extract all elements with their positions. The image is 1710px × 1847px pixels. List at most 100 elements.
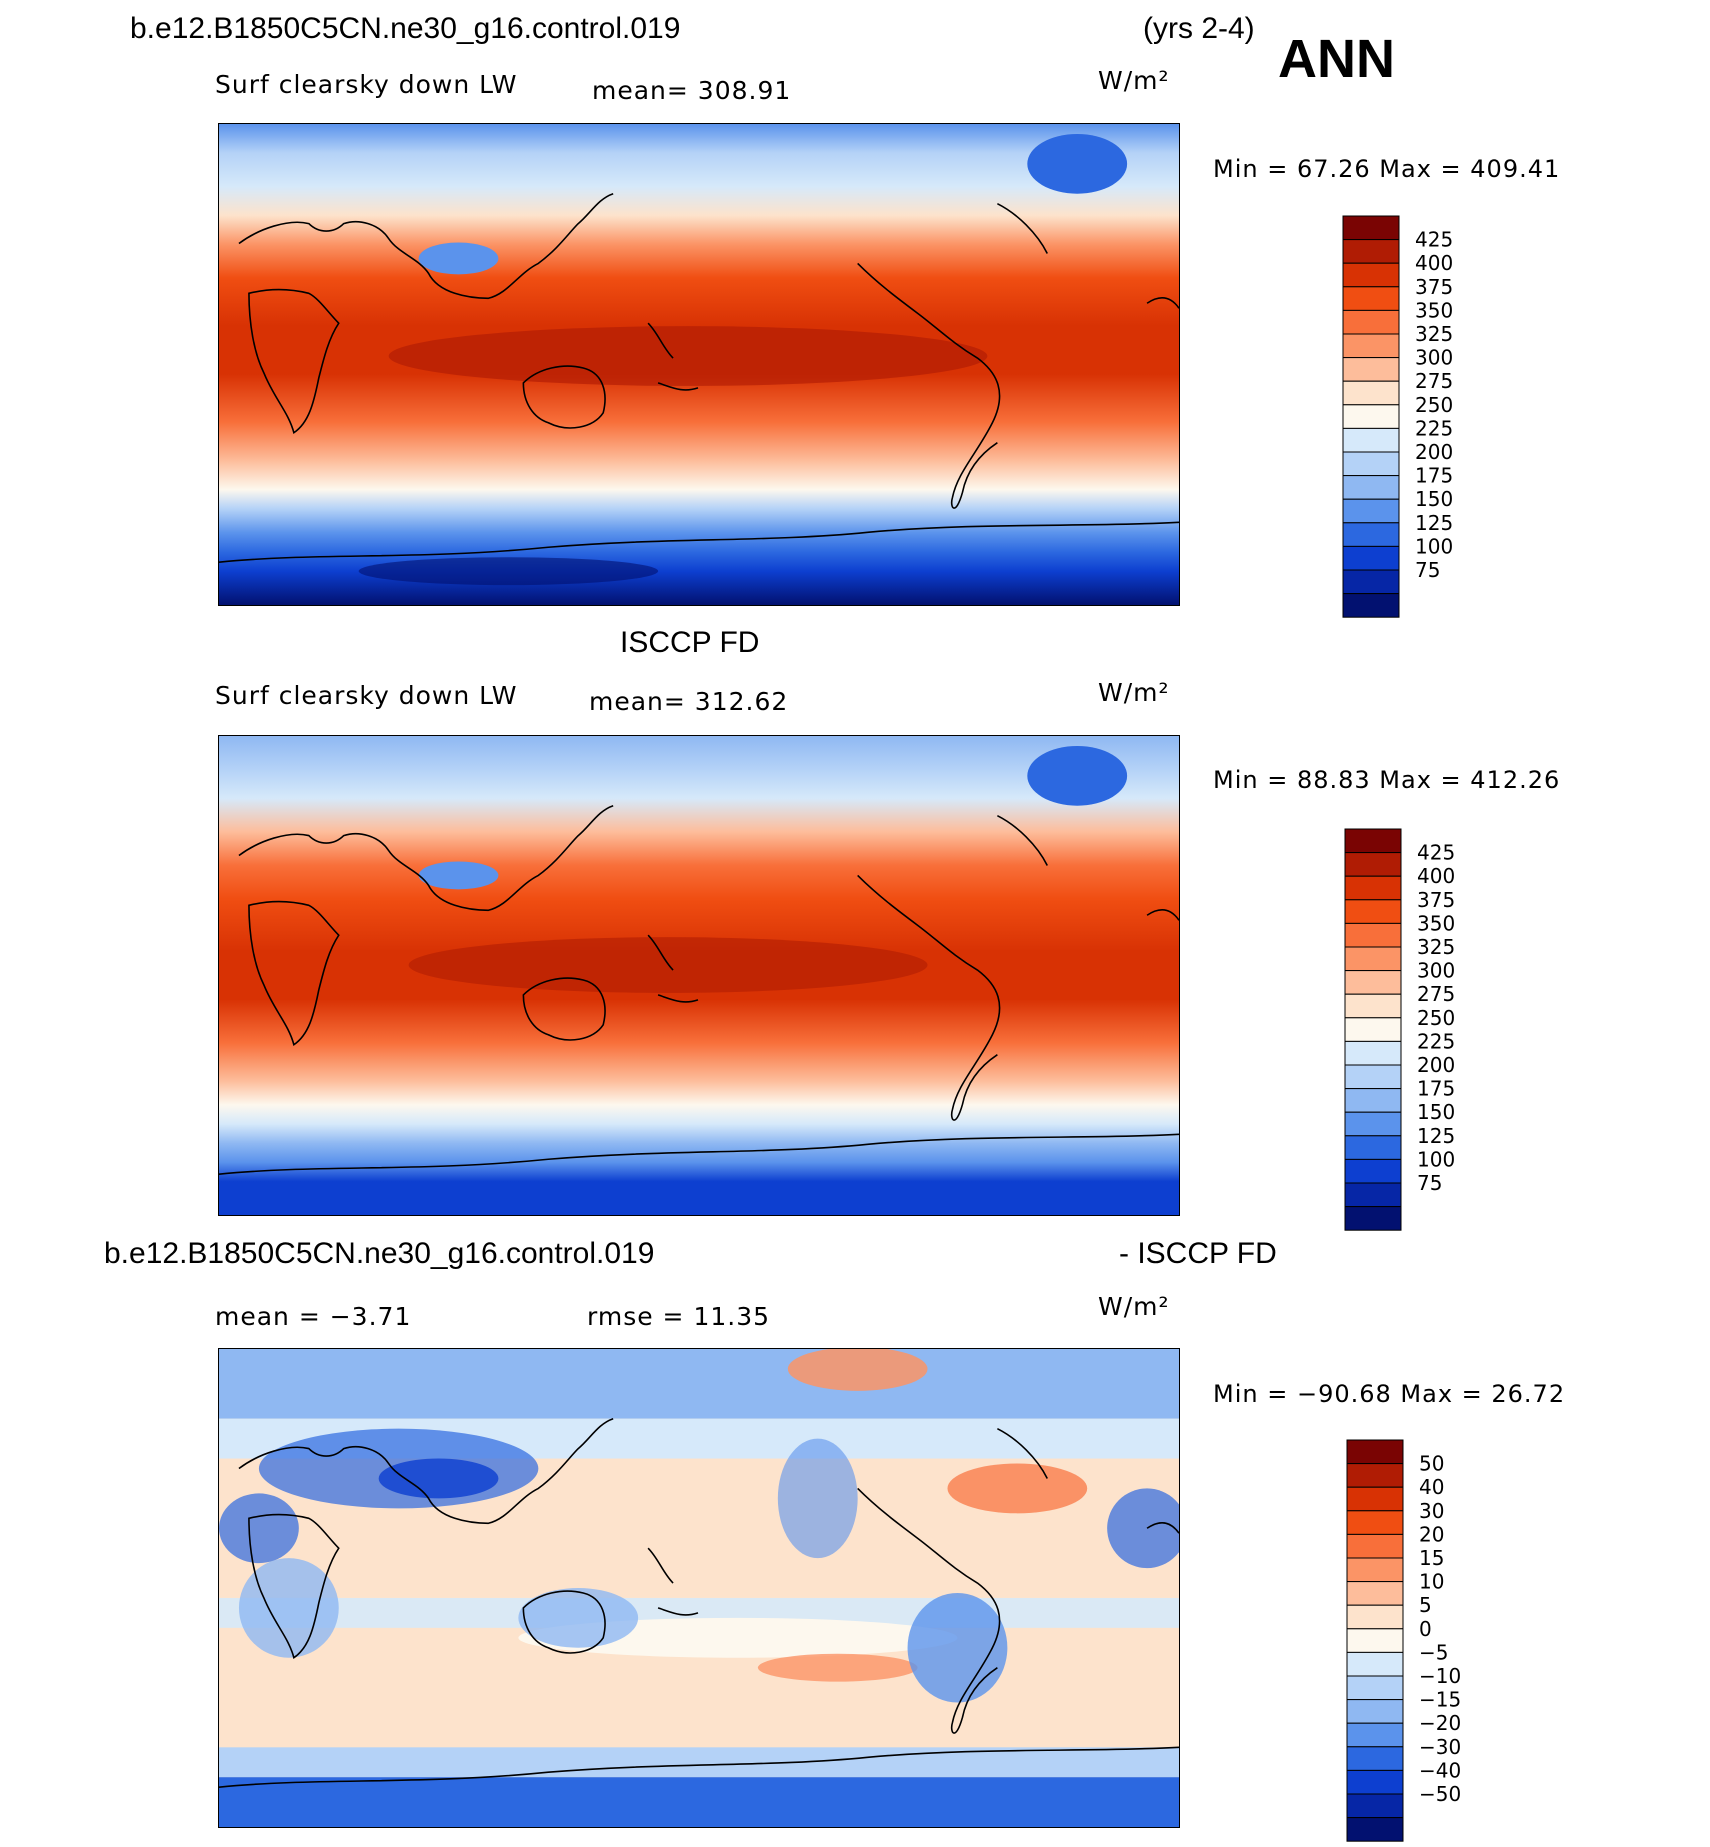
colorbar-tick-label: 125 <box>1417 1124 1455 1148</box>
colorbar-swatch <box>1344 993 1402 1019</box>
colorbar-tick-label: 40 <box>1419 1475 1444 1499</box>
panel3-rmse-label: rmse = 11.35 <box>587 1302 771 1331</box>
colorbar-swatch <box>1344 875 1402 901</box>
panel1-colorbar: 425 400 375 350 325 300 275 250 225 200 175 150 125 1… <box>1342 215 1543 618</box>
colorbar-swatch <box>1346 1651 1404 1677</box>
colorbar-tick-label: 50 <box>1419 1452 1444 1476</box>
colorbar-swatch <box>1346 1793 1404 1819</box>
colorbar-swatch <box>1342 380 1400 406</box>
colorbar-swatch <box>1344 1182 1402 1208</box>
panel3-units-label: W/m² <box>1098 1292 1170 1321</box>
colorbar-swatch <box>1342 239 1400 264</box>
colorbar-tick-label: 425 <box>1415 228 1453 252</box>
colorbar-tick-label: 100 <box>1417 1147 1455 1171</box>
colorbar-swatch <box>1344 922 1402 948</box>
colorbar-tick-label: 275 <box>1415 369 1453 393</box>
panel2-map-svg <box>219 736 1179 1215</box>
panel1-map <box>218 123 1180 606</box>
colorbar-swatch <box>1342 215 1400 241</box>
colorbar-swatch <box>1344 1064 1402 1090</box>
colorbar-tick-label: −50 <box>1419 1782 1461 1806</box>
panel1-mean-label: mean= 308.91 <box>592 76 792 105</box>
colorbar-tick-label: 350 <box>1415 298 1453 322</box>
colorbar-swatch <box>1346 1510 1404 1535</box>
colorbar-swatch <box>1342 404 1400 429</box>
colorbar-tick-label: 200 <box>1417 1053 1455 1077</box>
panel2-colorbar-svg: 4254003753503253002752502252001751501251… <box>1344 828 1455 1231</box>
colorbar-tick-label: 300 <box>1415 346 1453 370</box>
colorbar-tick-label: 400 <box>1415 251 1453 275</box>
colorbar-tick-label: 350 <box>1417 911 1455 935</box>
colorbar-swatch <box>1342 475 1400 500</box>
colorbar-tick-label: 0 <box>1419 1617 1432 1641</box>
colorbar-tick-label: −20 <box>1419 1711 1461 1735</box>
panel3-map <box>218 1348 1180 1828</box>
colorbar-swatch <box>1344 1206 1402 1231</box>
colorbar-swatch <box>1346 1463 1404 1488</box>
colorbar-tick-label: 75 <box>1417 1171 1442 1195</box>
colorbar-swatch <box>1344 1017 1402 1042</box>
colorbar-swatch <box>1342 286 1400 311</box>
colorbar-tick-label: 275 <box>1417 982 1455 1006</box>
colorbar-tick-label: 150 <box>1417 1100 1455 1124</box>
colorbar-swatch <box>1346 1581 1404 1606</box>
colorbar-swatch <box>1342 569 1400 595</box>
colorbar-tick-label: 100 <box>1415 534 1453 558</box>
colorbar-tick-label: −30 <box>1419 1735 1461 1759</box>
colorbar-tick-label: 30 <box>1419 1499 1444 1523</box>
colorbar-swatch <box>1344 852 1402 877</box>
colorbar-swatch <box>1346 1675 1404 1701</box>
colorbar-tick-label: 250 <box>1417 1006 1455 1030</box>
colorbar-swatch <box>1344 899 1402 924</box>
colorbar-tick-label: −5 <box>1419 1640 1448 1664</box>
colorbar-tick-label: 175 <box>1415 464 1453 488</box>
colorbar-swatch <box>1342 451 1400 477</box>
colorbar-swatch <box>1342 498 1400 524</box>
colorbar-tick-label: −40 <box>1419 1758 1461 1782</box>
colorbar-swatch <box>1344 1040 1402 1066</box>
colorbar-swatch <box>1344 1135 1402 1160</box>
colorbar-swatch <box>1344 946 1402 972</box>
colorbar-swatch <box>1342 333 1400 359</box>
colorbar-tick-label: −15 <box>1419 1688 1461 1712</box>
colorbar-tick-label: 10 <box>1419 1570 1444 1594</box>
colorbar-swatch <box>1346 1817 1404 1842</box>
colorbar-swatch <box>1346 1486 1404 1512</box>
colorbar-tick-label: 5 <box>1419 1593 1432 1617</box>
panel1-minmax-label: Min = 67.26 Max = 409.41 <box>1213 155 1561 183</box>
colorbar-tick-label: 300 <box>1417 959 1455 983</box>
colorbar-tick-label: 325 <box>1415 322 1453 346</box>
panel1-map-svg <box>219 124 1179 605</box>
colorbar-swatch <box>1346 1722 1404 1748</box>
colorbar-swatch <box>1346 1628 1404 1653</box>
colorbar-swatch <box>1342 545 1400 571</box>
panel2-units-label: W/m² <box>1098 678 1170 707</box>
panel2-map <box>218 735 1180 1216</box>
colorbar-tick-label: 325 <box>1417 935 1455 959</box>
colorbar-swatch <box>1344 828 1402 854</box>
colorbar-swatch <box>1342 522 1400 547</box>
season-label: ANN <box>1278 29 1395 89</box>
colorbar-tick-label: 225 <box>1417 1029 1455 1053</box>
colorbar-tick-label: 250 <box>1415 393 1453 417</box>
years-label: (yrs 2-4) <box>1143 12 1255 45</box>
panel3-minmax-label: Min = −90.68 Max = 26.72 <box>1213 1380 1566 1408</box>
panel2-title: ISCCP FD <box>620 626 760 659</box>
colorbar-tick-label: −10 <box>1419 1664 1461 1688</box>
colorbar-swatch <box>1342 593 1400 618</box>
panel2-mean-label: mean= 312.62 <box>589 687 789 716</box>
colorbar-tick-label: 375 <box>1415 275 1453 299</box>
panel1-colorbar-svg: 4254003753503253002752502252001751501251… <box>1342 215 1453 618</box>
panel3-title-right: - ISCCP FD <box>1119 1237 1277 1270</box>
colorbar-swatch <box>1342 309 1400 335</box>
colorbar-tick-label: 15 <box>1419 1546 1444 1570</box>
colorbar-tick-label: 400 <box>1417 864 1455 888</box>
colorbar-swatch <box>1342 262 1400 288</box>
colorbar-tick-label: 425 <box>1417 841 1455 865</box>
colorbar-swatch <box>1346 1769 1404 1795</box>
panel3-title-left: b.e12.B1850C5CN.ne30_g16.control.019 <box>104 1237 655 1270</box>
colorbar-swatch <box>1344 1088 1402 1113</box>
colorbar-swatch <box>1344 1158 1402 1184</box>
colorbar-tick-label: 200 <box>1415 440 1453 464</box>
